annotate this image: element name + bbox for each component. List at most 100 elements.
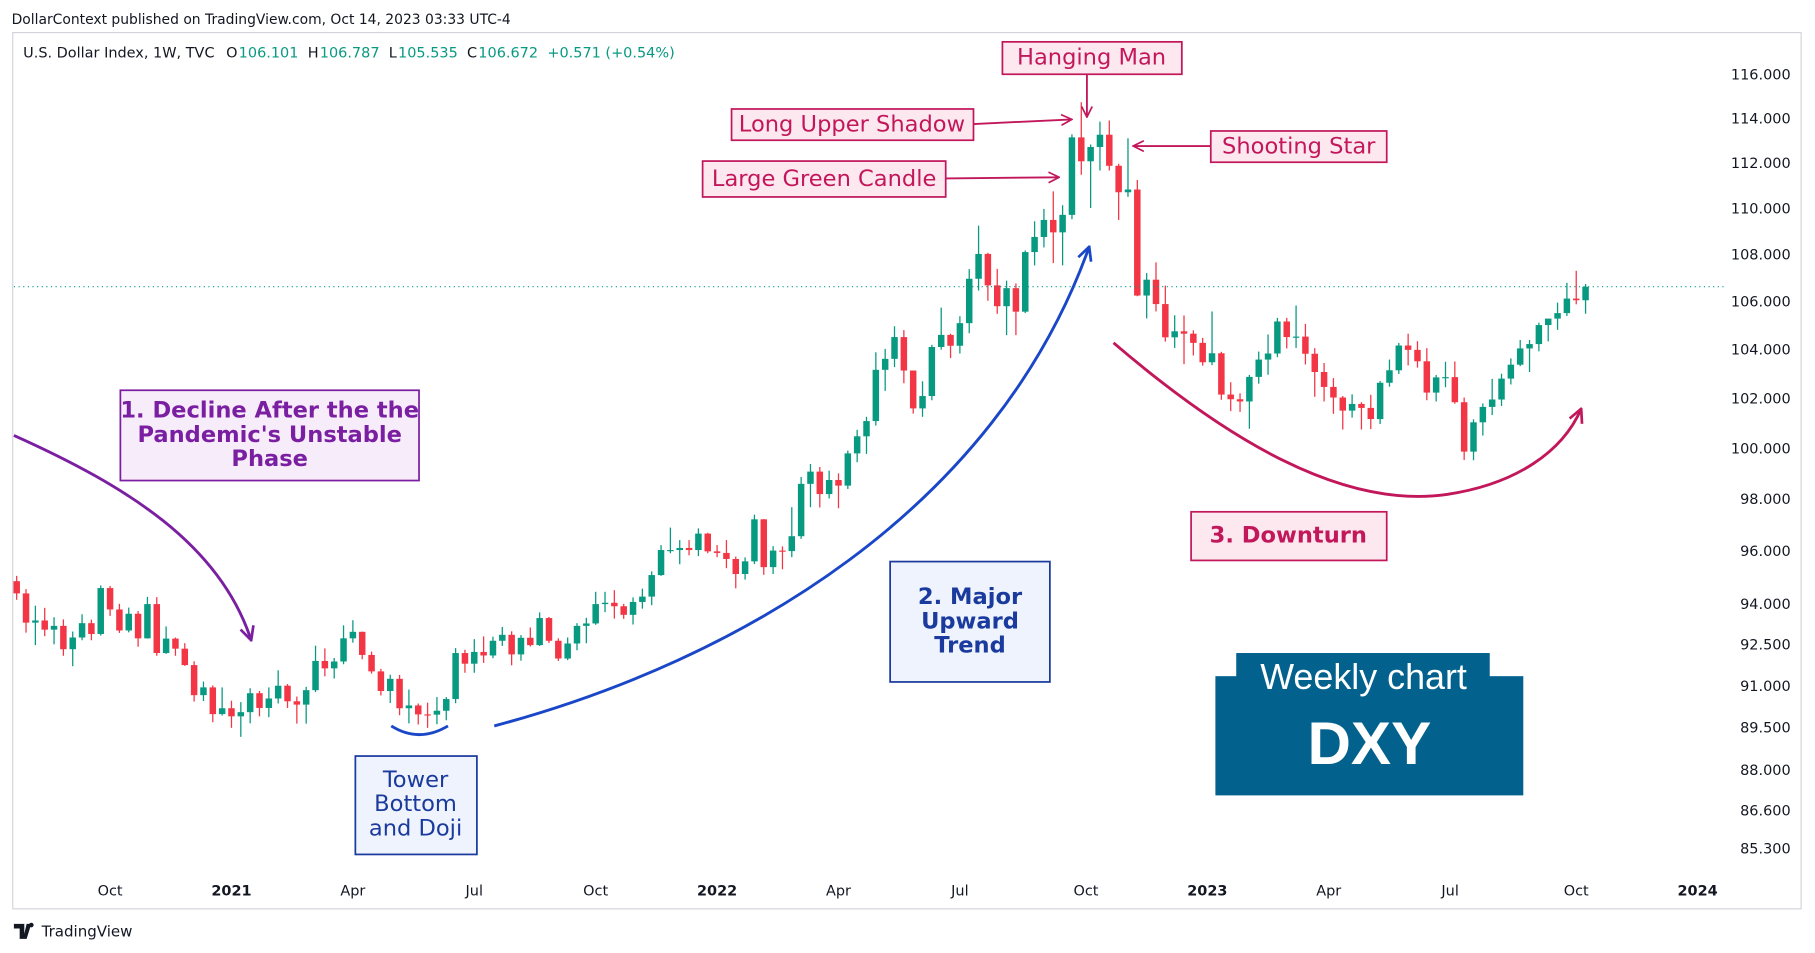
ohlc-label: H — [308, 45, 319, 61]
candle-body — [1423, 361, 1431, 393]
x-tick-label: Oct — [1564, 883, 1589, 899]
candle-body — [106, 588, 114, 610]
candle-body — [489, 640, 497, 656]
candle-body — [891, 337, 898, 359]
candle-body — [909, 370, 917, 409]
candle-body — [1040, 219, 1048, 237]
y-tick-label: 85.300 — [1740, 842, 1791, 858]
annotation-box — [730, 108, 975, 142]
candle-body — [256, 693, 263, 708]
candle-body — [1106, 134, 1113, 166]
candle-body — [825, 480, 833, 495]
annotation-text: Phase — [231, 446, 308, 472]
candle-body — [153, 604, 161, 654]
candle-body — [1208, 353, 1216, 363]
y-tick-label: 116.000 — [1731, 68, 1791, 84]
candle-body — [853, 436, 861, 454]
candle-body — [1124, 189, 1132, 193]
candle-body — [1199, 342, 1206, 363]
candle-body — [13, 581, 20, 594]
candle-body — [1227, 394, 1234, 400]
candle-body — [919, 396, 926, 409]
x-tick-label: Apr — [826, 883, 851, 899]
candle-body — [769, 550, 777, 568]
x-tick-label: 2022 — [697, 883, 737, 899]
candle-body — [433, 710, 441, 715]
candle-body — [358, 631, 366, 655]
candle-body — [200, 687, 207, 696]
candle-body — [732, 558, 740, 575]
candle-body — [1078, 137, 1085, 162]
candle-body — [1152, 279, 1160, 305]
uptrend-arrow — [493, 247, 1089, 728]
y-tick-label: 106.000 — [1731, 295, 1791, 311]
candle-body — [1320, 371, 1328, 387]
candle-body — [611, 602, 618, 607]
candle-body — [760, 519, 768, 568]
candle-body — [900, 337, 908, 371]
candle-body — [1031, 236, 1038, 253]
candle-body — [1348, 403, 1356, 411]
x-tick-label: 2023 — [1187, 883, 1227, 899]
candle-body — [190, 665, 198, 696]
candle-body — [1488, 399, 1496, 407]
annotation-text: and Doji — [369, 815, 462, 841]
candle-body — [1246, 376, 1253, 402]
annotation-text: Pandemic's Unstable — [137, 422, 402, 448]
candle-body — [97, 588, 104, 634]
x-tick-label: Jul — [465, 883, 483, 899]
candle-body — [639, 596, 646, 602]
candle-body — [471, 651, 478, 664]
candle-body — [116, 609, 123, 631]
annotation-box — [1209, 130, 1388, 164]
candle-body — [284, 685, 291, 702]
candle-body — [713, 551, 721, 553]
x-tick-label: Oct — [583, 883, 608, 899]
annotation-text: Hanging Man — [1017, 45, 1166, 71]
candle-body — [1330, 386, 1337, 398]
candle-body — [162, 638, 170, 654]
candle-body — [396, 678, 403, 709]
candle-body — [984, 253, 992, 286]
candle-body — [293, 701, 301, 705]
y-tick-label: 108.000 — [1731, 248, 1791, 264]
candle-body — [1582, 286, 1589, 301]
x-tick-label: Oct — [98, 883, 123, 899]
candle-body — [1096, 134, 1104, 147]
candle-body — [1386, 370, 1393, 383]
callout-arrow — [945, 177, 1059, 178]
candle-body — [1442, 377, 1449, 379]
candle-body — [265, 698, 273, 708]
badge-box — [1215, 676, 1524, 796]
candle-body — [78, 623, 86, 638]
candle-body — [1050, 219, 1057, 233]
annotation-text: Tower — [382, 767, 449, 793]
candle-body — [1432, 377, 1440, 393]
candle-body — [1460, 402, 1468, 452]
candle-body — [1180, 331, 1188, 334]
candle-body — [844, 453, 852, 486]
y-tick-label: 86.600 — [1740, 804, 1791, 820]
x-tick-label: Jul — [1440, 883, 1458, 899]
candle-body — [1302, 336, 1309, 354]
y-tick-label: 98.000 — [1740, 492, 1791, 508]
candle-body — [1255, 359, 1262, 377]
candle-body — [1012, 288, 1020, 312]
candle-body — [69, 637, 76, 650]
candle-body — [779, 550, 786, 552]
candle-body — [218, 708, 226, 715]
annotation-box — [701, 160, 947, 198]
candle-body — [937, 334, 945, 347]
annotation-text: Shooting Star — [1222, 134, 1376, 160]
candle-body — [1283, 321, 1290, 338]
candle-body — [592, 604, 599, 624]
candle-body — [1451, 377, 1459, 403]
annotation-text: 3. Downturn — [1210, 523, 1367, 549]
ohlc-label: L — [389, 45, 397, 61]
candle-body — [60, 625, 67, 650]
y-tick-label: 104.000 — [1731, 343, 1791, 359]
y-tick-label: 94.000 — [1740, 597, 1791, 613]
candle-body — [872, 369, 880, 422]
candle-body — [564, 643, 571, 659]
candle-body — [321, 660, 329, 669]
